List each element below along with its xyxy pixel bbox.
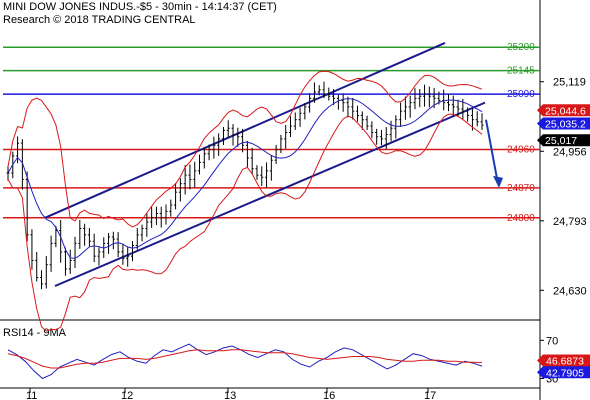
- rsi-tag-label: 42.7905: [546, 367, 584, 379]
- rsi-ma-line: [7, 349, 483, 369]
- level-label-25145: 25145: [507, 66, 535, 77]
- y-tick-label: 24,956: [553, 146, 587, 158]
- price-tag-label: 25,044.6: [545, 105, 586, 117]
- y-tick-label: 25,119: [553, 77, 586, 89]
- price-tag-bg: [537, 134, 590, 147]
- rsi-tag: 46.6873: [537, 354, 590, 368]
- level-label-25090: 25090: [507, 89, 535, 100]
- bollinger-lower: [7, 113, 483, 332]
- rsi-tag-bg: [537, 366, 590, 379]
- level-label-25200: 25200: [507, 42, 535, 53]
- moving-average-line: [7, 98, 483, 260]
- x-tick-label: 13: [224, 390, 236, 400]
- level-label-24870: 24870: [507, 183, 535, 194]
- projection-arrow-shaft: [485, 119, 499, 185]
- projection-arrow-head: [493, 175, 503, 188]
- copyright-text: Research © 2018 TRADING CENTRAL: [3, 14, 196, 26]
- channel-lower-line: [54, 101, 486, 287]
- rsi-line: [7, 343, 483, 380]
- price-tag: 25,035.2: [537, 117, 590, 131]
- rsi-tag-label: 46.6873: [546, 356, 584, 368]
- x-tick-label: 12: [121, 390, 133, 400]
- x-tick-label: 11: [26, 390, 37, 400]
- y-tick-label: 24,793: [553, 216, 587, 228]
- price-tag: 25,044.6: [537, 104, 590, 117]
- price-tag-label: 25,017: [545, 135, 577, 147]
- price-tag-bg: [537, 104, 590, 117]
- chart-title: MINI DOW JONES INDUS.-$5 - 30min - 14:14…: [3, 1, 277, 13]
- bollinger-upper: [7, 70, 483, 228]
- rsi-tag-bg: [537, 354, 590, 367]
- price-tag-bg: [537, 117, 590, 130]
- rsi-tag: 42.7905: [537, 366, 590, 379]
- price-tag-label: 25,035.2: [545, 119, 586, 131]
- level-label-24960: 24960: [507, 145, 535, 156]
- channel-upper-line: [44, 42, 446, 219]
- x-tick-label: 16: [323, 390, 335, 400]
- y-tick-label: 24,630: [553, 285, 587, 297]
- rsi-y-tick-label: 70: [546, 335, 558, 347]
- x-tick-label: 17: [424, 390, 436, 400]
- price-tag: 25,017: [537, 134, 590, 147]
- level-label-24800: 24800: [507, 213, 535, 224]
